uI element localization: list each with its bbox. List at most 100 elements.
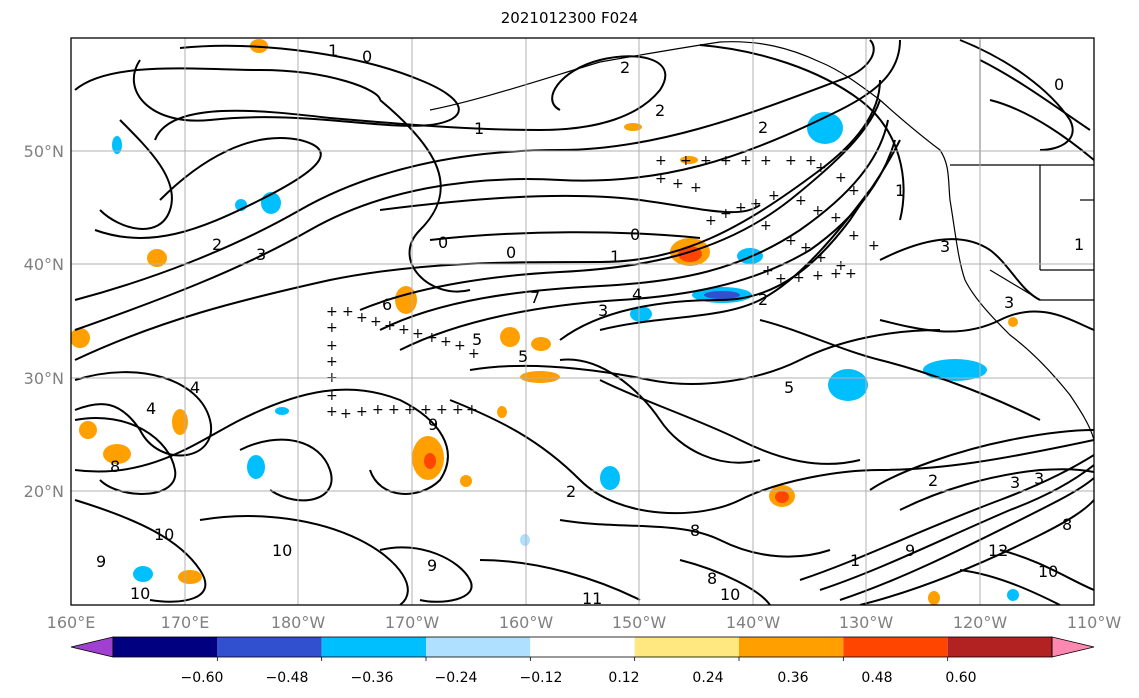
colorbar-tick-label: −0.12 <box>520 670 563 686</box>
svg-text:+: + <box>436 402 448 418</box>
svg-text:+: + <box>735 200 747 216</box>
svg-text:+: + <box>830 266 842 282</box>
warm-patch <box>531 337 551 351</box>
svg-text:+: + <box>740 153 752 169</box>
cool-patch <box>704 291 740 299</box>
svg-text:+: + <box>845 266 857 282</box>
svg-text:+: + <box>454 338 466 354</box>
svg-text:+: + <box>762 263 774 279</box>
contour-label: 2 <box>758 290 768 309</box>
colorbar-bin <box>217 637 322 657</box>
svg-text:+: + <box>452 402 464 418</box>
svg-text:+: + <box>655 171 667 187</box>
contour-label: 4 <box>190 378 200 397</box>
contour-label: 3 <box>1010 473 1020 492</box>
contour-label: 3 <box>256 245 266 264</box>
svg-text:+: + <box>690 180 702 196</box>
warm-patch <box>79 421 97 439</box>
svg-text:+: + <box>466 402 478 418</box>
lon-tick-label: 130°W <box>839 613 894 632</box>
colorbar-labels: −0.60 −0.48 −0.36 −0.24 −0.12 0.12 0.24 … <box>181 670 977 686</box>
contour-label: 10 <box>154 525 174 544</box>
colorbar-bin <box>947 637 1052 657</box>
contour-label: 1 <box>328 41 338 60</box>
svg-text:+: + <box>868 238 880 254</box>
lat-tick-label: 50°N <box>24 142 64 161</box>
contour-label: 3 <box>1004 293 1014 312</box>
svg-text:+: + <box>672 176 684 192</box>
svg-text:+: + <box>326 304 338 320</box>
contour-label: 1 <box>610 247 620 266</box>
coastlines <box>429 40 1094 441</box>
cool-patch <box>923 359 987 381</box>
colorbar-tick-label: −0.48 <box>266 670 309 686</box>
colorbar-bin <box>739 637 844 657</box>
svg-text:+: + <box>398 322 410 338</box>
colorbar-tick-label: 0.24 <box>692 670 723 686</box>
warm-patch <box>395 286 417 314</box>
contour-label: 2 <box>620 58 630 77</box>
contour-label: 6 <box>382 295 392 314</box>
contour-label: 2 <box>928 471 938 490</box>
lon-tick-label: 170°W <box>385 613 440 632</box>
contour-label: 9 <box>905 541 915 560</box>
contour-label: 8 <box>707 569 717 588</box>
contour-label: 0 <box>1054 75 1064 94</box>
cool-patch <box>1007 589 1019 601</box>
warm-patch <box>172 409 188 435</box>
contour-label: 0 <box>630 225 640 244</box>
contour-label: 8 <box>1062 515 1072 534</box>
contour-label: 9 <box>428 415 438 434</box>
stipple-markers: + + + + + + + + + + ++++ + + + + + ++ +++ ++ ++ ++ + + + + + +… <box>326 153 880 422</box>
svg-text:+: + <box>795 193 807 209</box>
lat-tick-label: 30°N <box>24 369 64 388</box>
svg-text:+: + <box>356 404 368 420</box>
contour-lines <box>74 39 1094 605</box>
warm-patch <box>500 327 520 347</box>
svg-text:+: + <box>705 213 717 229</box>
contour-label: 3 <box>1034 469 1044 488</box>
cool-patch <box>112 136 122 154</box>
svg-text:+: + <box>440 334 452 350</box>
colorbar-tick-label: 0.60 <box>945 670 976 686</box>
contour-label: 12 <box>988 541 1008 560</box>
lon-tick-label: 160°E <box>47 613 96 632</box>
lon-tick-label: 120°W <box>953 613 1008 632</box>
contour-label: 0 <box>362 47 372 66</box>
svg-text:+: + <box>815 250 827 266</box>
lon-tick-label: 140°W <box>726 613 781 632</box>
warm-patch <box>520 371 560 383</box>
colorbar-tick-label: 0.48 <box>861 670 892 686</box>
contour-label: 3 <box>598 301 608 320</box>
warm-patch <box>680 156 698 164</box>
svg-text:+: + <box>404 402 416 418</box>
svg-text:+: + <box>326 338 338 354</box>
map-title: 2021012300 F024 <box>500 9 639 27</box>
contour-label: 10 <box>720 585 740 604</box>
colorbar <box>70 636 1095 661</box>
colorbar-extend-low <box>70 636 114 658</box>
svg-text:+: + <box>412 326 424 342</box>
warm-patch <box>147 249 167 267</box>
svg-text:+: + <box>785 233 797 249</box>
colorbar-frame <box>112 636 1053 658</box>
svg-text:+: + <box>420 402 432 418</box>
svg-text:+: + <box>768 188 780 204</box>
colorbar-bin <box>843 637 948 657</box>
svg-text:+: + <box>384 318 396 334</box>
svg-text:+: + <box>812 268 824 284</box>
contour-label: 8 <box>110 457 120 476</box>
contour-label: 5 <box>518 347 528 366</box>
contour-label: 2 <box>566 482 576 501</box>
contour-label: 1 <box>850 551 860 570</box>
svg-text:+: + <box>342 304 354 320</box>
svg-text:+: + <box>812 203 824 219</box>
cool-patch <box>828 369 868 401</box>
colorbar-bin <box>113 637 218 657</box>
svg-text:+: + <box>388 402 400 418</box>
svg-text:+: + <box>680 153 692 169</box>
contour-label: 1 <box>474 119 484 138</box>
colorbar-tick-label: −0.36 <box>351 670 394 686</box>
svg-text:+: + <box>370 314 382 330</box>
